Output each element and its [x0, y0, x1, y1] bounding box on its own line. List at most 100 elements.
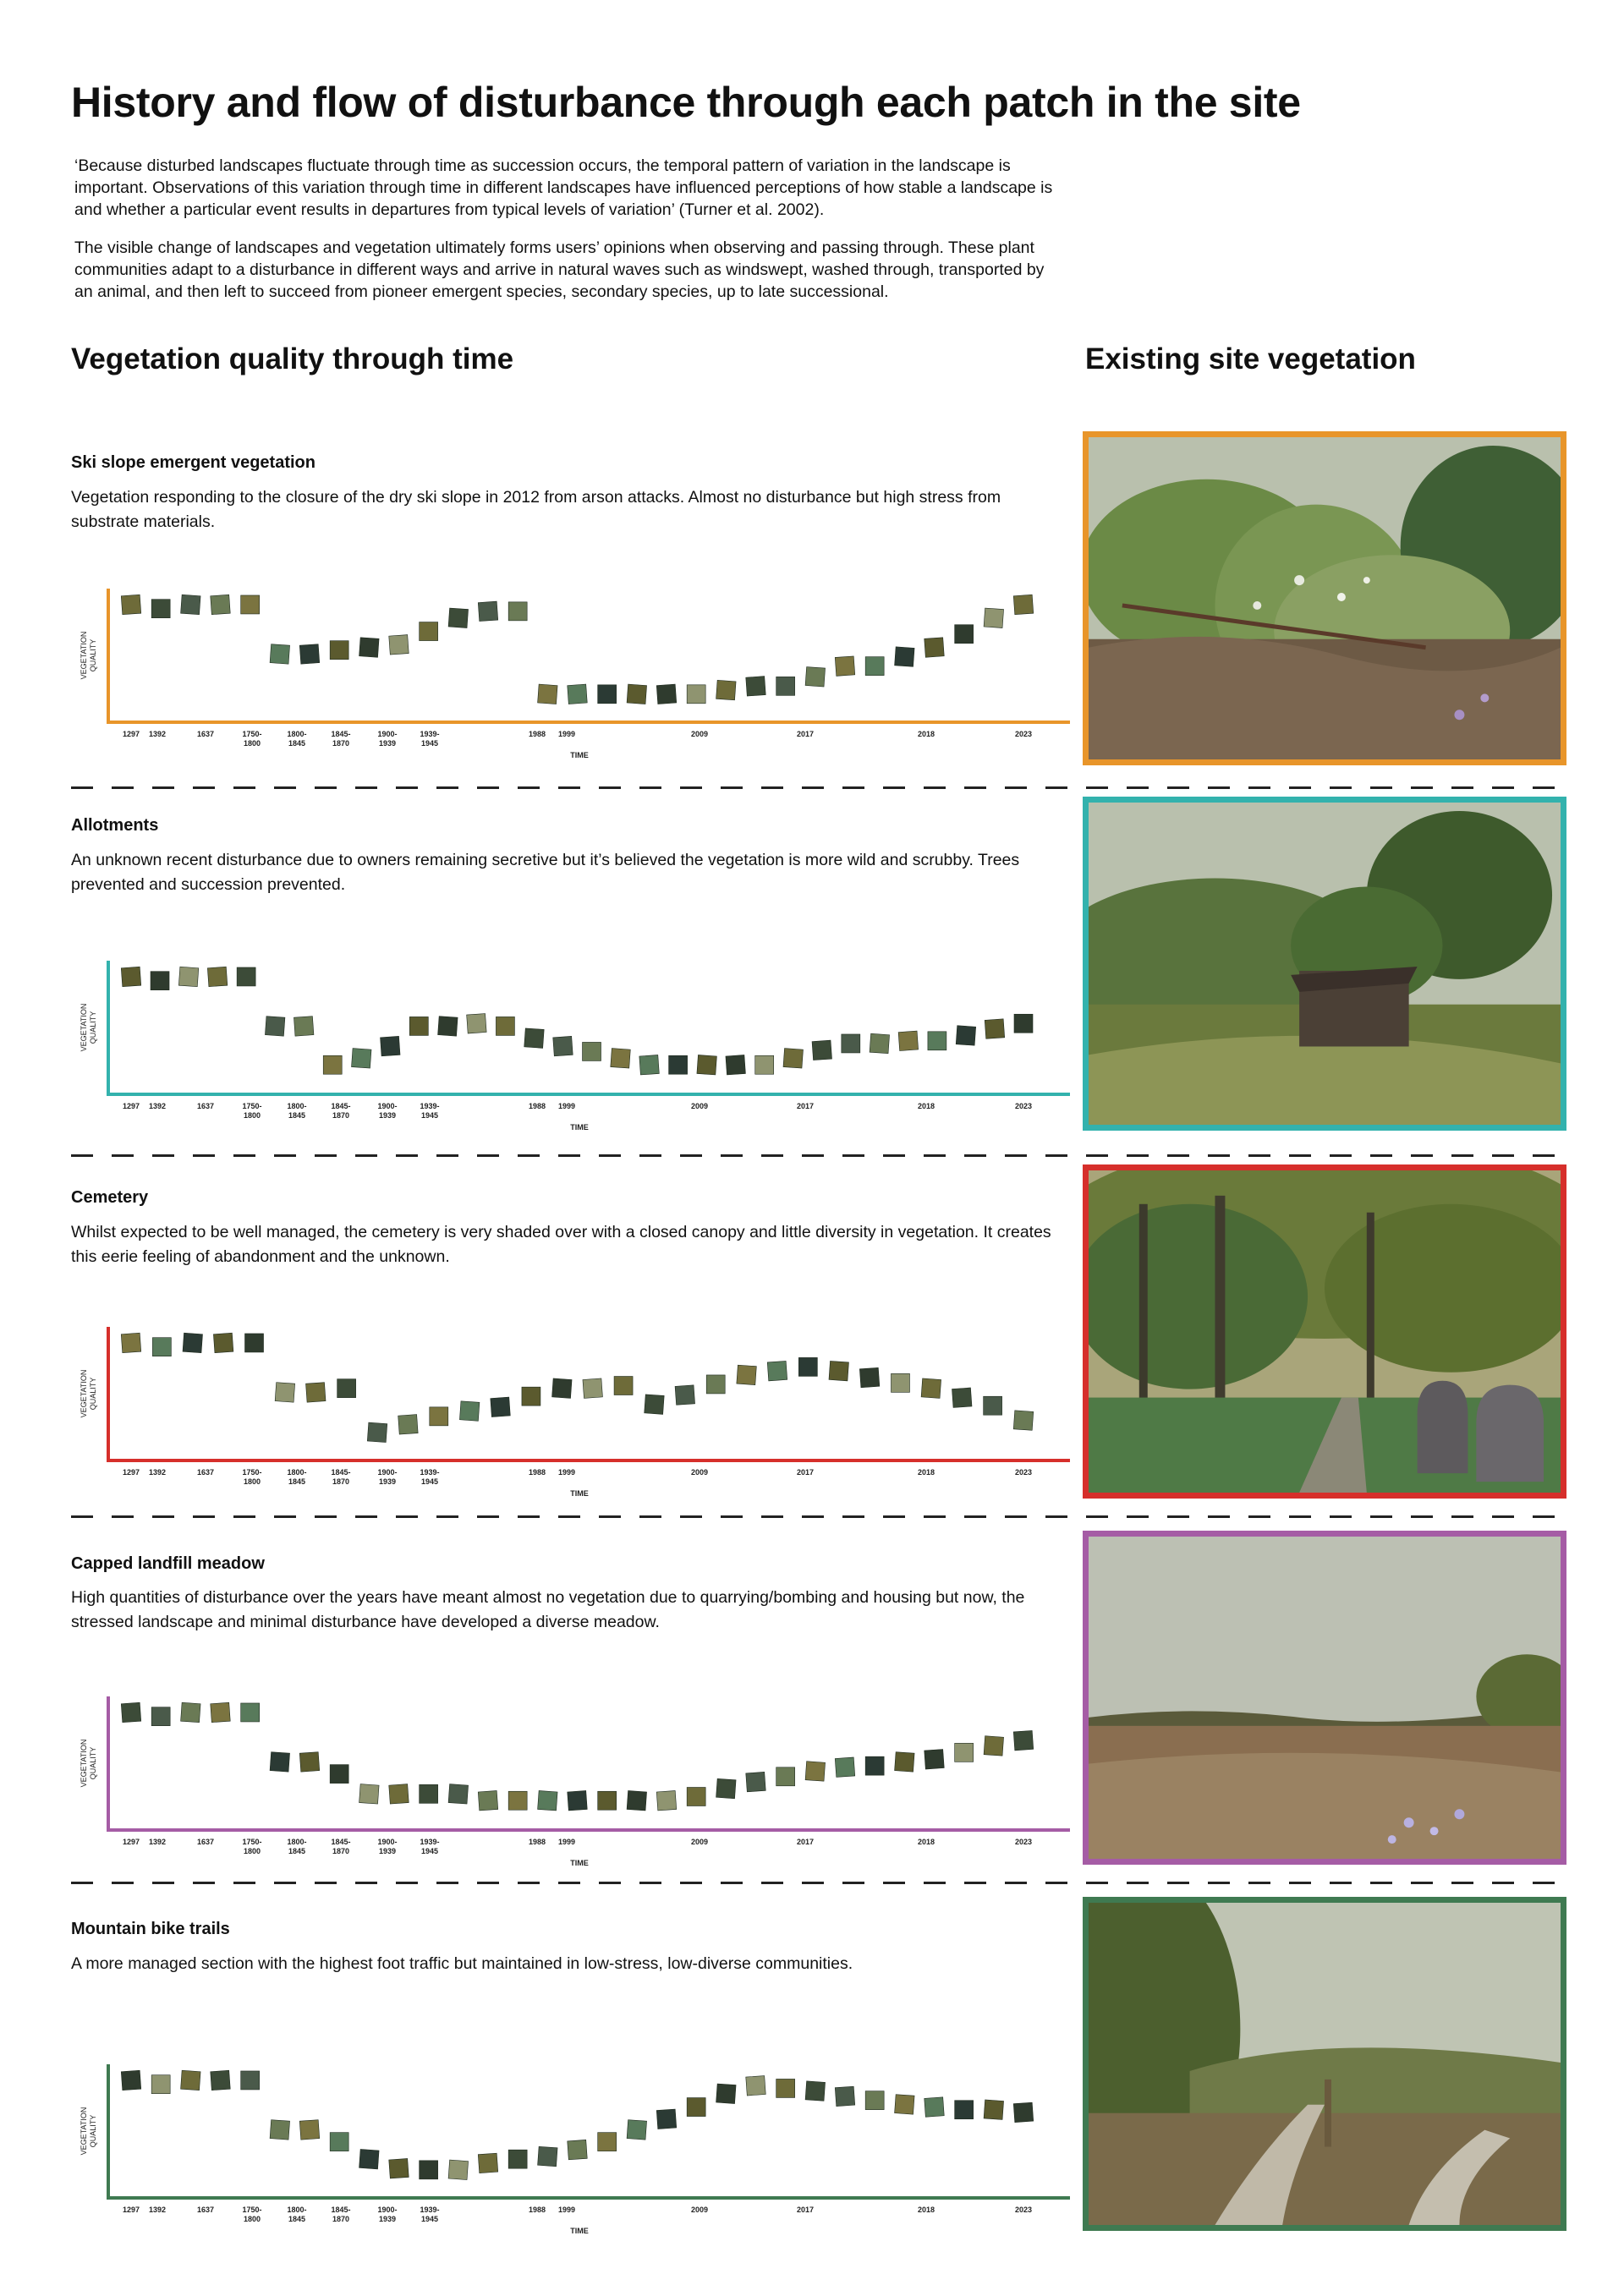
- vegetation-sample-point: [552, 1036, 573, 1057]
- x-tick-label: 2023: [1015, 730, 1032, 738]
- x-tick-label: 2018: [918, 2206, 935, 2214]
- vegetation-sample-point: [236, 967, 256, 987]
- vegetation-sample-point: [610, 1048, 631, 1069]
- vegetation-sample-point: [477, 2152, 499, 2173]
- vegetation-sample-point: [466, 1013, 487, 1034]
- allotments-photo: [1083, 797, 1566, 1131]
- x-tick-label: 1845-1870: [331, 1102, 350, 1120]
- vegetation-sample-point: [508, 601, 528, 622]
- x-tick-label: 2009: [691, 1468, 708, 1477]
- vegetation-sample-point: [725, 1055, 746, 1076]
- section-title-bike-trails: Mountain bike trails: [71, 1920, 230, 1938]
- vegetation-sample-point: [920, 1378, 941, 1399]
- x-tick-label: 1637: [197, 2206, 214, 2214]
- vegetation-sample-point: [207, 966, 228, 988]
- x-tick-label: 1999: [558, 1838, 575, 1846]
- vegetation-sample-point: [419, 622, 438, 641]
- x-tick-label: 2018: [918, 1468, 935, 1477]
- vegetation-sample-point: [359, 637, 380, 658]
- vegetation-sample-point: [705, 1374, 726, 1395]
- x-tick-label: 1999: [558, 1102, 575, 1110]
- vegetation-sample-point: [459, 1400, 480, 1422]
- photo-column-heading: Existing site vegetation: [1085, 342, 1416, 375]
- x-tick-label: 2009: [691, 1102, 708, 1110]
- vegetation-sample-point: [274, 1382, 295, 1403]
- y-axis-label: VEGETATIONQUALITY: [80, 632, 97, 680]
- x-tick-label: 1800-1845: [287, 1468, 306, 1486]
- vegetation-sample-point: [716, 1778, 737, 1800]
- vegetation-sample-point: [1012, 594, 1034, 616]
- vegetation-sample-point: [210, 594, 231, 616]
- x-tick-label: 1900-1939: [377, 2206, 397, 2223]
- cemetery-quality-chart: VEGETATIONQUALITY 1297 1392 1637 1750-1800 18…: [80, 1327, 1070, 1498]
- vegetation-sample-point: [269, 644, 290, 665]
- vegetation-sample-point: [182, 1332, 203, 1354]
- section-title-ski-slope: Ski slope emergent vegetation: [71, 453, 315, 472]
- x-tick-label: 2018: [918, 1838, 935, 1846]
- section-title-landfill-meadow: Capped landfill meadow: [71, 1554, 265, 1573]
- vegetation-sample-point: [597, 2132, 617, 2151]
- x-tick-label: 1750-1800: [242, 2206, 261, 2223]
- x-tick-label: 1297: [123, 2206, 140, 2214]
- section-description-allotments: An unknown recent disturbance due to own…: [71, 851, 1020, 894]
- x-tick-label: 1750-1800: [242, 1838, 261, 1855]
- y-axis-label: VEGETATIONQUALITY: [80, 1740, 97, 1788]
- vegetation-sample-point: [294, 1016, 315, 1037]
- vegetation-sample-point: [782, 1048, 804, 1069]
- x-tick-label: 2009: [691, 2206, 708, 2214]
- vegetation-sample-point: [240, 2070, 260, 2091]
- vegetation-sample-point: [626, 1790, 647, 1811]
- section-description-bike-trails: A more managed section with the highest …: [71, 1954, 853, 1973]
- x-tick-label: 1845-1870: [331, 730, 350, 748]
- cemetery-photo: [1083, 1164, 1566, 1499]
- vegetation-sample-point: [180, 1701, 201, 1723]
- vegetation-sample-point: [178, 966, 200, 988]
- x-tick-label: 1988: [529, 730, 546, 738]
- vegetation-sample-point: [745, 676, 766, 697]
- vegetation-sample-point: [213, 1332, 234, 1354]
- x-tick-label: 1845-1870: [331, 2206, 350, 2223]
- vegetation-sample-point: [716, 680, 737, 701]
- vegetation-sample-point: [567, 1790, 588, 1811]
- vegetation-sample-point: [477, 600, 499, 622]
- vegetation-sample-point: [927, 1031, 947, 1051]
- section-divider: [71, 1882, 1573, 1884]
- vegetation-sample-point: [329, 640, 349, 660]
- x-tick-label: 2009: [691, 730, 708, 738]
- vegetation-sample-point: [894, 646, 915, 667]
- x-tick-label: 1939-1945: [420, 1838, 439, 1855]
- chart-column-heading: Vegetation quality through time: [71, 342, 514, 375]
- x-tick-label: 1845-1870: [331, 1468, 350, 1486]
- vegetation-sample-point: [864, 2091, 885, 2110]
- landfill-meadow-photo: [1083, 1531, 1566, 1865]
- vegetation-sample-point: [447, 2159, 469, 2180]
- vegetation-sample-point: [828, 1361, 849, 1382]
- vegetation-sample-point: [490, 1396, 511, 1417]
- x-tick-label: 1800-1845: [287, 2206, 306, 2223]
- intro-paragraph: The visible change of landscapes and veg…: [74, 238, 1045, 301]
- vegetation-sample-point: [322, 1055, 343, 1075]
- vegetation-sample-point: [686, 684, 706, 704]
- vegetation-sample-point: [269, 2119, 290, 2140]
- vegetation-sample-point: [776, 1767, 795, 1787]
- vegetation-sample-point: [983, 607, 1004, 628]
- x-axis-label: TIME: [570, 1123, 589, 1132]
- vegetation-sample-point: [1012, 2101, 1034, 2123]
- vegetation-sample-point: [804, 666, 826, 688]
- vegetation-sample-point: [656, 683, 678, 704]
- x-tick-label: 1392: [149, 1102, 166, 1110]
- x-tick-label: 2023: [1015, 2206, 1032, 2214]
- vegetation-sample-point: [305, 1382, 326, 1403]
- vegetation-sample-point: [736, 1364, 757, 1385]
- x-tick-label: 2017: [797, 1468, 814, 1477]
- x-tick-label: 1939-1945: [420, 730, 439, 748]
- x-tick-label: 2018: [918, 730, 935, 738]
- vegetation-sample-point: [1012, 1730, 1034, 1751]
- y-axis-label: VEGETATIONQUALITY: [80, 1004, 97, 1052]
- section-divider: [71, 786, 1573, 789]
- x-tick-label: 1392: [149, 1468, 166, 1477]
- vegetation-sample-point: [952, 1387, 973, 1408]
- vegetation-sample-point: [864, 656, 885, 676]
- vegetation-sample-point: [804, 1761, 826, 1782]
- vegetation-sample-point: [984, 1018, 1006, 1039]
